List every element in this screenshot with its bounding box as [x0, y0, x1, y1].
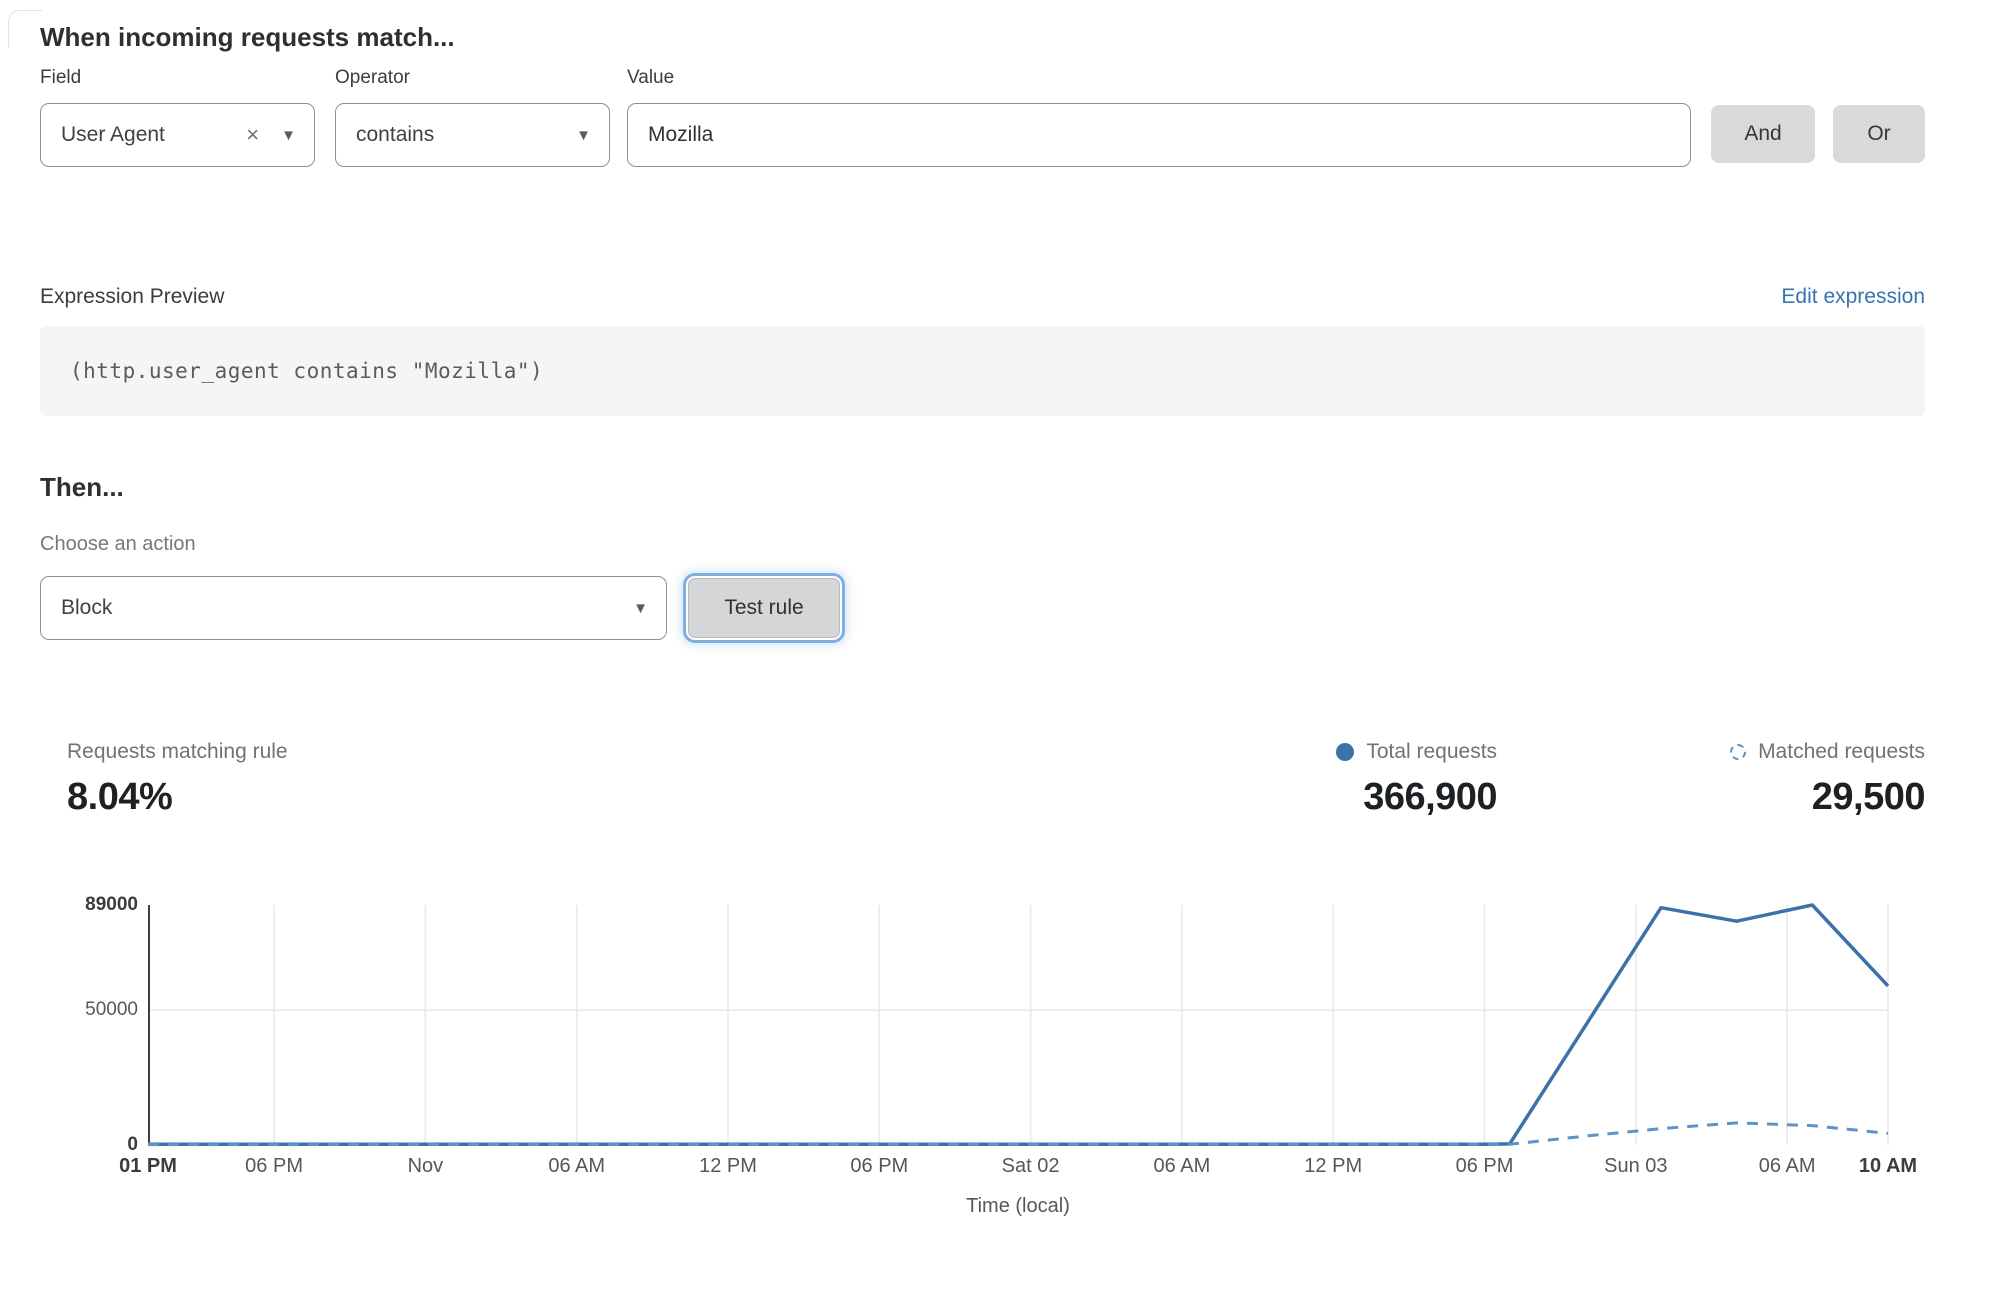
operator-select[interactable]: contains ▼ — [335, 103, 610, 167]
y-tick-label: 89000 — [85, 894, 138, 915]
x-tick-label: Sun 03 — [1604, 1155, 1668, 1177]
total-requests-dot-icon — [1336, 743, 1355, 761]
requests-matching-value: 8.04% — [67, 776, 173, 818]
stats-row: Requests matching rule 8.04% Total reque… — [40, 740, 1926, 819]
operator-group: Operator contains ▼ — [335, 67, 627, 167]
chevron-down-icon: ▼ — [633, 599, 648, 617]
rule-builder-row: Field User Agent × ▼ Operator contains ▼… — [40, 67, 1925, 167]
x-tick-label: 01 PM — [119, 1155, 177, 1177]
x-tick-label: 06 AM — [1758, 1155, 1816, 1177]
clear-field-icon[interactable]: × — [246, 122, 260, 147]
choose-action-label: Choose an action — [40, 533, 196, 555]
expression-code-block: (http.user_agent contains "Mozilla") — [40, 326, 1925, 416]
chart-plot[interactable]: 89000 50000 0 — [85, 894, 1890, 1155]
value-input[interactable] — [627, 103, 1691, 167]
x-tick-label: 06 PM — [245, 1155, 303, 1177]
total-requests-stat: Total requests 366,900 — [1336, 740, 1498, 819]
panel-corner-border — [8, 10, 42, 48]
matched-requests-label: Matched requests — [1758, 740, 1925, 763]
x-tick-label: 06 PM — [850, 1155, 909, 1177]
or-button[interactable]: Or — [1833, 105, 1925, 163]
series-dashed — [147, 1121, 1889, 1147]
then-title: Then... — [40, 472, 124, 502]
x-tick-label: 10 AM — [1858, 1155, 1918, 1177]
matched-requests-dashed-circle-icon — [1730, 744, 1747, 760]
x-axis-title: Time (local) — [966, 1195, 1070, 1217]
x-tick-label: 12 PM — [1304, 1155, 1363, 1177]
expression-preview-label: Expression Preview — [40, 285, 225, 308]
action-select-value: Block — [61, 596, 113, 619]
y-tick-label: 0 — [127, 1134, 138, 1155]
x-tick-label: 06 AM — [1153, 1155, 1211, 1177]
requests-matching-stat: Requests matching rule 8.04% — [67, 740, 1336, 819]
matched-requests-value: 29,500 — [1811, 776, 1926, 818]
x-tick-label: Nov — [407, 1155, 444, 1177]
chevron-down-icon: ▼ — [576, 126, 591, 144]
field-label: Field — [40, 67, 82, 88]
requests-matching-label: Requests matching rule — [67, 740, 288, 763]
x-axis-labels: 01 PM 06 PM Nov 06 AM 12 PM 06 PM Sat 02 06 AM 1… — [119, 1155, 1917, 1183]
x-tick-label: 12 PM — [699, 1155, 757, 1177]
and-button[interactable]: And — [1711, 105, 1815, 163]
matched-requests-stat: Matched requests 29,500 — [1730, 740, 1926, 819]
expression-code: (http.user_agent contains "Mozilla") — [70, 359, 544, 383]
y-tick-label: 50000 — [85, 999, 138, 1021]
chevron-down-icon: ▼ — [281, 126, 296, 144]
value-label: Value — [627, 67, 675, 88]
expression-header: Expression Preview Edit expression — [40, 285, 1925, 309]
chart-svg — [147, 903, 1890, 1147]
page-title: When incoming requests match... — [40, 22, 455, 52]
action-select[interactable]: Block ▼ — [40, 576, 667, 640]
total-requests-value: 366,900 — [1363, 776, 1498, 818]
action-row: Block ▼ Test rule — [40, 576, 1925, 640]
total-requests-label: Total requests — [1366, 740, 1498, 763]
operator-select-value: contains — [356, 123, 435, 146]
edit-expression-link[interactable]: Edit expression — [1781, 285, 1925, 308]
value-group: Value — [627, 67, 1691, 167]
field-select-value: User Agent — [61, 123, 165, 146]
operator-label: Operator — [335, 67, 410, 88]
field-group: Field User Agent × ▼ — [40, 67, 335, 167]
x-tick-label: Sat 02 — [1001, 1155, 1060, 1177]
series-solid — [148, 903, 1890, 1146]
test-rule-button[interactable]: Test rule — [688, 578, 840, 638]
x-tick-label: 06 PM — [1455, 1155, 1514, 1177]
requests-chart: 89000 50000 0 01 PM 06 PM Nov 06 AM 12 PM 06 PM… — [85, 894, 1917, 1218]
field-select[interactable]: User Agent × ▼ — [40, 103, 315, 167]
x-tick-label: 06 AM — [548, 1155, 606, 1177]
